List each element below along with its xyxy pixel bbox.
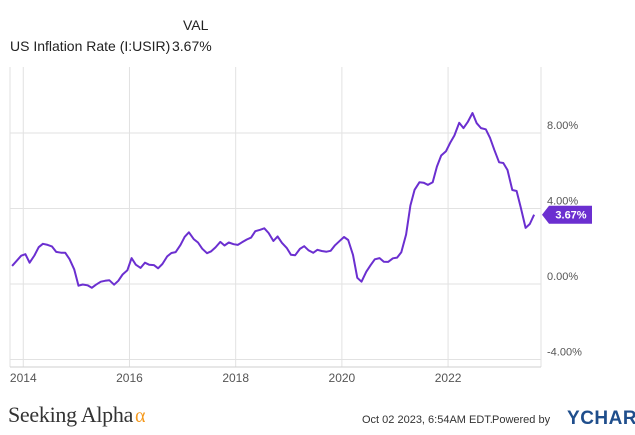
grid-lines [9,67,542,368]
ycharts-y-mark: Y [567,408,581,429]
x-tick-label: 2020 [329,371,356,385]
ycharts-logo[interactable]: YCHARTS [567,408,635,430]
y-tick-label: 0.00% [547,271,578,283]
legend-series-name: US Inflation Rate (I:USIR) [10,38,171,54]
x-tick-label: 2014 [10,371,37,385]
last-value-tag-label: 3.67% [555,210,586,222]
x-tick-label: 2022 [435,371,462,385]
seeking-alpha-logo[interactable]: Seeking Alpha α [8,402,146,428]
logo-text: Seeking Alpha [8,402,134,427]
y-tick-label: -4.00% [547,346,582,358]
y-tick-label: 8.00% [547,120,578,132]
legend-series-value: 3.67% [172,38,212,54]
legend-header: VAL [183,17,209,33]
x-tick-label: 2018 [222,371,249,385]
last-value-tag-shape [542,205,592,224]
y-axis-ticks: 8.00% 4.00% 0.00% -4.00% [547,120,582,358]
alpha-logo-icon: α [135,405,146,427]
series-line-us-inflation [11,112,536,289]
y-tick-label: 4.00% [547,196,578,208]
series-line-layer [11,112,536,289]
x-axis-ticks: 2014 2016 2018 2020 2022 [10,371,462,385]
timestamp: Oct 02 2023, 6:54AM EDT. [362,414,493,426]
powered-by-label: Powered by [492,414,551,426]
last-value-tag: 3.67% [542,205,592,224]
x-tick-label: 2016 [116,371,143,385]
ycharts-wordmark: CHARTS [580,408,635,429]
